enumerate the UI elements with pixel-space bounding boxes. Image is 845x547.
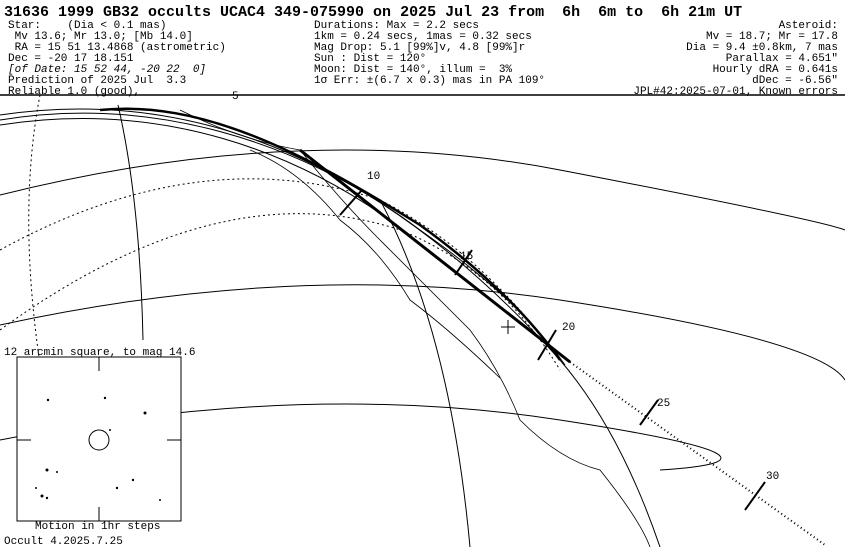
error-limit (0, 213, 561, 371)
meridian (379, 199, 471, 547)
coastline (249, 149, 501, 379)
info-line: Mv = 18.7; Mr = 17.8 (705, 31, 838, 43)
info-line: 1σ Err: ±(6.7 x 0.3) mas in PA 109° (314, 75, 546, 87)
time-label: 20 (562, 322, 576, 334)
latitude-line (0, 149, 845, 231)
info-line: Reliable 1.0 (good), (8, 86, 141, 98)
target-circle (88, 429, 110, 451)
time-tick (744, 481, 766, 511)
inset-caption: 12 arcmin square, to mag 14.6 (4, 347, 196, 359)
info-line: dDec = -6.56" (752, 75, 838, 87)
info-line: Dec = -20 17 18.151 (8, 53, 134, 65)
time-tick (537, 329, 557, 361)
central-path-dotted (569, 361, 826, 546)
star-chart-box (16, 356, 182, 522)
info-line: Parallax = 4.651" (725, 53, 838, 65)
inset-footer: Motion in 1hr steps (35, 521, 161, 533)
info-line: Prediction of 2025 Jul 3.3 (8, 75, 187, 87)
info-line: JPL#42:2025-07-01, Known errors (633, 86, 838, 98)
info-line: [of Date: 15 52 44, -20 22 0] (8, 64, 207, 76)
stars (35, 396, 161, 501)
star-info: Star: (Dia < 0.1 mas) Mv 13.6; Mr 13.0; … (8, 21, 226, 98)
time-label: 15 (460, 251, 474, 263)
info-line: 1km = 0.24 secs, 1mas = 0.32 secs (314, 31, 532, 43)
time-label: 30 (766, 471, 780, 483)
crosshair (17, 357, 181, 521)
info-line: RA = 15 51 13.4868 (astrometric) (8, 42, 226, 54)
latitude-line (0, 284, 845, 381)
time-tick (639, 399, 659, 426)
site-marker (501, 320, 515, 334)
asteroid-info: Asteroid: Mv = 18.7; Mr = 17.8 Dia = 9.4 ±… (633, 21, 838, 98)
event-info: Durations: Max = 2.2 secs 1km = 0.24 secs… (314, 21, 545, 87)
limb-thick (99, 107, 562, 361)
coastline (179, 109, 651, 547)
time-label: 25 (657, 398, 671, 410)
info-line: Mag Drop: 5.1 [99%]v, 4.8 [99%]r (314, 42, 526, 54)
info-line: Star: (Dia < 0.1 mas) (8, 20, 167, 32)
info-line: Hourly dRA = 0.641s (712, 64, 838, 76)
info-line: Sun : Dist = 120° (314, 53, 427, 65)
meridian (117, 104, 144, 341)
limb-arc (0, 118, 411, 236)
info-line: Moon: Dist = 140°, illum = 3% (314, 64, 513, 76)
title: 31636 1999 GB32 occults UCAC4 349-075990… (4, 4, 743, 21)
info-line: Dia = 9.4 ±0.8km, 7 mas (686, 42, 838, 54)
time-tick (454, 249, 473, 276)
version: Occult 4.2025.7.25 (4, 536, 123, 547)
time-label: 10 (367, 171, 381, 183)
error-limit (28, 94, 61, 471)
time-label: 5 (232, 91, 239, 103)
info-line: Durations: Max = 2.2 secs (314, 20, 480, 32)
central-path (299, 148, 571, 364)
time-tick (339, 189, 363, 216)
info-line: Mv 13.6; Mr 13.0; [Mb 14.0] (8, 31, 193, 43)
earth-limb (0, 108, 661, 547)
info-line: Asteroid: (778, 20, 838, 32)
